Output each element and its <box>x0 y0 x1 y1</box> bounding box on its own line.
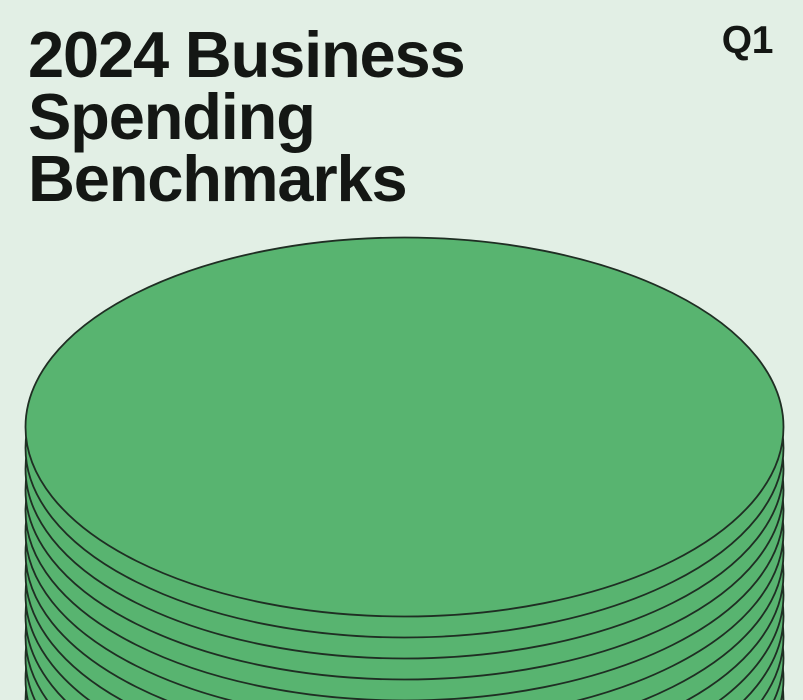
page-title-line: Spending <box>28 79 316 153</box>
page-title: 2024 Business Spending Benchmarks <box>28 18 466 215</box>
page-title-line: Benchmarks <box>28 141 408 215</box>
disc-ellipse <box>24 236 785 618</box>
page-title-line: 2024 Business <box>28 18 466 91</box>
quarter-label: Q1 <box>721 19 774 62</box>
